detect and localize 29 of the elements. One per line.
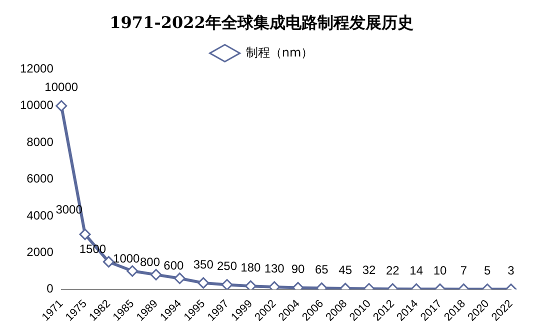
y-tick-label: 4000: [26, 208, 54, 222]
data-label: 14: [410, 263, 424, 278]
y-tick-label: 2000: [26, 244, 54, 259]
data-label: 65: [315, 262, 329, 276]
data-label: 10000: [44, 80, 78, 94]
point: [244, 280, 256, 290]
y-tick-label: 12000: [20, 62, 54, 76]
data-label: 350: [193, 257, 214, 272]
data-label: 250: [217, 259, 238, 274]
legend-label: 制程（nm）: [246, 45, 314, 60]
y-tick-label: 10000: [20, 98, 54, 112]
data-label: 600: [164, 258, 184, 273]
data-label: 180: [240, 260, 262, 274]
data-label: 10: [433, 263, 447, 278]
data-label: 45: [338, 262, 352, 277]
data-label: 22: [386, 263, 400, 278]
y-tick-label: 0: [46, 282, 54, 296]
data-label: 90: [291, 262, 306, 276]
point: [56, 100, 68, 112]
chart-title: 1971-2022年全球集成电路制程发展历史: [110, 12, 414, 32]
y-tick-label: 8000: [26, 134, 54, 149]
data-label: 5: [484, 264, 491, 278]
data-label: 1000: [113, 251, 140, 266]
y-tick-label: 6000: [26, 172, 54, 186]
data-label: 32: [362, 263, 376, 278]
data-label: 3: [508, 264, 515, 278]
data-label: 7: [460, 264, 468, 278]
data-label: 130: [264, 261, 285, 276]
data-label: 800: [140, 255, 160, 269]
